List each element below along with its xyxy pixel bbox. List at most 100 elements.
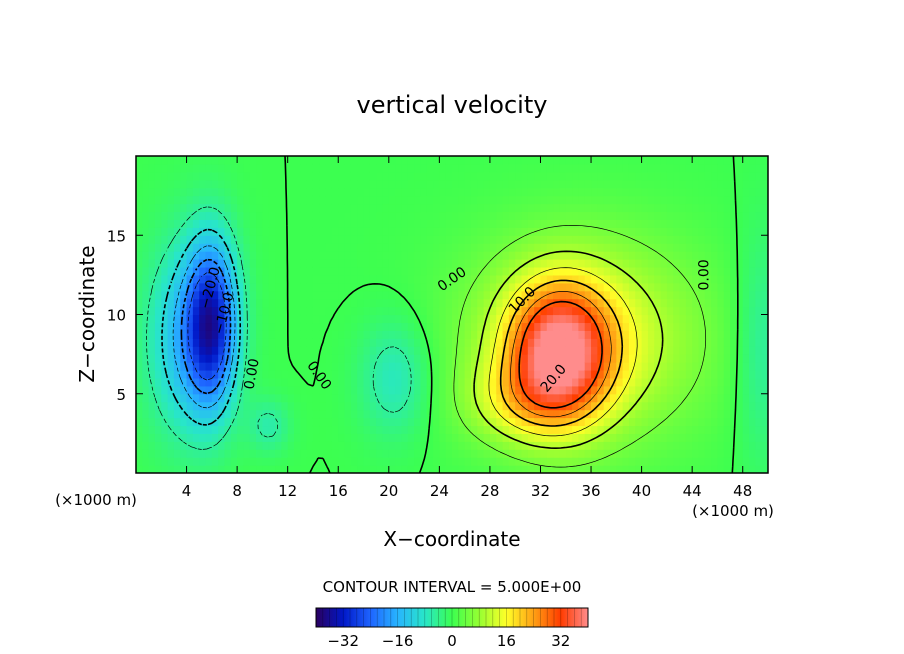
heatmap-cell — [565, 354, 573, 363]
heatmap-cell — [527, 449, 535, 458]
heatmap-cell — [761, 243, 768, 252]
heatmap-cell — [211, 401, 219, 411]
heatmap-cell — [666, 314, 674, 324]
heatmap-cell — [414, 377, 421, 387]
heatmap-cell — [559, 211, 567, 220]
heatmap-cell — [470, 266, 478, 276]
heatmap-cell — [433, 401, 440, 411]
heatmap-cell — [628, 259, 636, 268]
heatmap-cell — [496, 314, 504, 324]
heatmap-cell — [136, 425, 143, 434]
heatmap-cell — [338, 346, 346, 355]
heatmap-cell — [331, 274, 339, 284]
heatmap-cell — [433, 171, 440, 181]
heatmap-cell — [192, 211, 200, 220]
heatmap-cell — [445, 235, 453, 244]
heatmap-cell — [268, 203, 276, 213]
heatmap-cell — [230, 417, 238, 427]
heatmap-cell — [331, 259, 339, 268]
heatmap-cell — [344, 385, 352, 395]
heatmap-cell — [540, 211, 548, 220]
heatmap-cell — [666, 377, 674, 387]
heatmap-cell — [749, 156, 756, 165]
heatmap-cell — [483, 203, 491, 213]
heatmap-cell — [369, 393, 377, 403]
heatmap-cell — [142, 227, 150, 236]
heatmap-cell — [534, 377, 542, 387]
heatmap-cell — [584, 441, 592, 450]
heatmap-cell — [673, 290, 681, 300]
heatmap-cell — [376, 290, 384, 300]
heatmap-cell — [578, 330, 586, 339]
heatmap-cell — [243, 163, 251, 173]
heatmap-cell — [483, 251, 491, 260]
heatmap-cell — [136, 449, 143, 458]
heatmap-cell — [262, 401, 270, 411]
heatmap-cell — [616, 243, 624, 252]
heatmap-cell — [395, 401, 403, 411]
heatmap-cell — [243, 449, 251, 458]
heatmap-cell — [433, 433, 440, 442]
heatmap-cell — [306, 227, 314, 236]
heatmap-cell — [325, 354, 333, 363]
heatmap-cell — [470, 211, 478, 220]
heatmap-cell — [755, 195, 763, 205]
heatmap-cell — [407, 235, 415, 244]
heatmap-cell — [540, 465, 548, 473]
heatmap-cell — [679, 195, 687, 205]
heatmap-cell — [319, 465, 327, 473]
heatmap-cell — [616, 179, 624, 189]
heatmap-cell — [527, 195, 535, 205]
heatmap-cell — [407, 330, 415, 339]
heatmap-cell — [388, 377, 396, 387]
heatmap-cell — [331, 266, 339, 276]
heatmap-cell — [452, 203, 459, 213]
heatmap-cell — [546, 354, 554, 363]
heatmap-cell — [192, 369, 200, 379]
heatmap-cell — [470, 243, 478, 252]
heatmap-cell — [445, 449, 453, 458]
heatmap-cell — [306, 211, 314, 220]
heatmap-field — [136, 156, 768, 473]
heatmap-cell — [470, 354, 478, 363]
heatmap-cell — [508, 227, 516, 236]
heatmap-cell — [407, 393, 415, 403]
heatmap-cell — [376, 449, 384, 458]
heatmap-cell — [205, 163, 213, 173]
x-unit-label-right: (×1000 m) — [692, 502, 774, 520]
heatmap-cell — [635, 362, 643, 371]
heatmap-cell — [300, 227, 308, 236]
heatmap-cell — [331, 306, 339, 316]
heatmap-cell — [755, 457, 763, 466]
heatmap-cell — [641, 377, 649, 387]
heatmap-cell — [186, 425, 194, 434]
heatmap-cell — [382, 227, 390, 236]
heatmap-cell — [616, 338, 624, 347]
heatmap-cell — [527, 171, 535, 181]
heatmap-cell — [565, 171, 573, 181]
heatmap-cell — [205, 354, 213, 363]
heatmap-cell — [161, 251, 169, 260]
heatmap-cell — [395, 290, 403, 300]
heatmap-cell — [230, 346, 238, 355]
heatmap-cell — [180, 243, 188, 252]
heatmap-cell — [433, 330, 440, 339]
heatmap-cell — [218, 179, 226, 189]
heatmap-cell — [483, 330, 491, 339]
heatmap-cell — [578, 346, 586, 355]
heatmap-cell — [559, 433, 567, 442]
heatmap-cell — [597, 401, 605, 411]
heatmap-cell — [224, 338, 232, 347]
heatmap-cell — [136, 203, 143, 213]
heatmap-cell — [205, 433, 213, 442]
heatmap-cell — [199, 449, 207, 458]
heatmap-cell — [483, 235, 491, 244]
heatmap-cell — [553, 362, 561, 371]
heatmap-cell — [401, 369, 409, 379]
heatmap-cell — [534, 314, 542, 324]
heatmap-cell — [357, 457, 365, 466]
heatmap-cell — [673, 235, 681, 244]
heatmap-cell — [610, 211, 617, 220]
heatmap-cell — [610, 457, 617, 466]
heatmap-cell — [224, 330, 232, 339]
